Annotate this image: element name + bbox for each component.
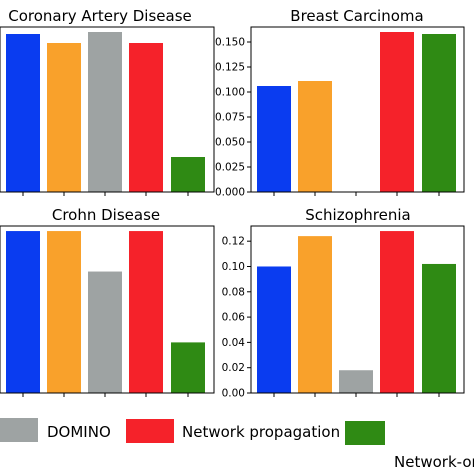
legend: DOMINO Network propagation Network-or xyxy=(0,418,474,471)
panel-title-crohn: Crohn Disease xyxy=(52,206,160,224)
axes-frame-0 xyxy=(0,26,215,193)
axes-frame-2 xyxy=(0,225,215,394)
bar-2-1 xyxy=(47,231,81,393)
bar-3-1 xyxy=(298,236,332,393)
bar-3-2 xyxy=(339,370,373,393)
panel-title-breast: Breast Carcinoma xyxy=(290,7,423,25)
y-tick-label-1-4: 0.100 xyxy=(215,87,245,99)
legend-label-network-or: Network-or xyxy=(394,453,474,471)
bar-1-0 xyxy=(257,86,291,192)
y-tick-label-3-2: 0.04 xyxy=(222,337,246,349)
y-tick-label-3-5: 0.10 xyxy=(222,261,245,273)
bar-1-4 xyxy=(422,34,456,192)
bar-2-3 xyxy=(129,231,163,393)
panel-title-schizophrenia: Schizophrenia xyxy=(305,206,410,224)
axes-frame-1 xyxy=(250,26,465,193)
y-tick-label-1-3: 0.075 xyxy=(215,112,245,124)
legend-swatch-domino xyxy=(0,418,38,442)
bar-2-0 xyxy=(6,231,40,393)
y-tick-label-3-4: 0.08 xyxy=(222,286,245,298)
bar-0-4 xyxy=(171,157,205,192)
y-tick-label-1-6: 0.150 xyxy=(215,37,245,49)
bar-3-4 xyxy=(422,263,456,393)
panel-coronary-artery-disease xyxy=(0,26,215,196)
y-tick-label-3-6: 0.12 xyxy=(222,236,245,248)
y-tick-label-1-5: 0.125 xyxy=(215,62,245,74)
bar-2-2 xyxy=(88,271,122,393)
legend-swatch-network-propagation xyxy=(126,419,174,443)
y-tick-label-3-1: 0.02 xyxy=(222,362,245,374)
bar-3-0 xyxy=(257,266,291,393)
y-tick-label-1-0: 0.000 xyxy=(215,187,245,199)
bar-1-1 xyxy=(298,81,332,192)
panel-schizophrenia: 0.00 0.02 0.04 0.06 0.08 0.10 0.12 xyxy=(222,225,465,400)
panel-crohn-disease xyxy=(0,225,215,397)
bar-0-2 xyxy=(88,32,122,192)
bar-0-0 xyxy=(6,34,40,192)
y-tick-label-1-1: 0.025 xyxy=(215,162,245,174)
legend-swatch-network-or xyxy=(345,421,385,445)
bar-3-3 xyxy=(380,231,414,393)
y-tick-label-3-0: 0.00 xyxy=(222,388,245,400)
panel-title-coronary: Coronary Artery Disease xyxy=(8,7,192,25)
y-tick-label-1-2: 0.050 xyxy=(215,137,245,149)
legend-label-domino: DOMINO xyxy=(47,423,111,441)
bar-0-1 xyxy=(47,43,81,192)
axes-frame-3 xyxy=(250,225,465,394)
bar-2-4 xyxy=(171,342,205,393)
bar-1-3 xyxy=(380,32,414,192)
bar-0-3 xyxy=(129,43,163,192)
panel-breast-carcinoma: 0.000 0.025 0.050 0.075 0.100 0.125 0.150 xyxy=(215,26,465,199)
legend-label-network-propagation: Network propagation xyxy=(182,423,340,441)
y-tick-label-3-3: 0.06 xyxy=(222,312,246,324)
